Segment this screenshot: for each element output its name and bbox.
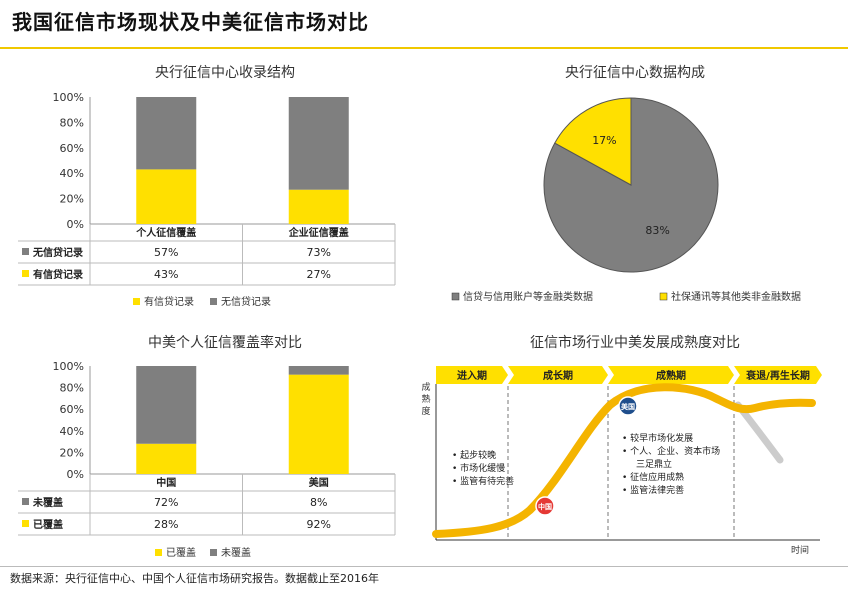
chart1-legend-swatch [210,298,217,305]
pie-legend-swatch [659,292,668,301]
chart1-table-cell: 27% [307,268,331,281]
stage-label: 成熟期 [656,369,686,382]
source-note: 数据来源：央行征信中心、中国个人征信市场研究报告。数据截止至2016年 [10,572,379,585]
chart1-ytick: 100% [53,91,84,104]
usa-note: • 个人、企业、资本市场 [622,445,720,457]
chart1-category-label: 企业征信覆盖 [288,226,349,239]
chart3-ytick: 60% [60,403,84,416]
chart1-table-cell: 57% [154,246,178,259]
chart3-legend-swatch [155,549,162,556]
chart1-ytick: 20% [60,193,84,206]
chart3-ytick: 100% [53,360,84,373]
pie-slice [554,97,632,186]
diagram-ylabel-char: 度 [421,405,430,417]
chart3-legend-label: 未覆盖 [221,546,251,559]
chart3-bar-top [136,366,197,444]
china-note: • 市场化缓慢 [452,462,505,474]
marker-label: 中国 [538,502,552,511]
stage-header [508,366,608,384]
usa-note-cont: 三足鼎立 [636,458,672,470]
chart3-category-label: 美国 [309,476,329,489]
pie-slice-label: 17% [592,134,616,147]
chart2-pie: 83% 17% 信贷与信用账户等金融类数据 社保通讯等其他类非金融数据 [451,97,801,303]
chart1-table-swatch [22,248,29,255]
diagram-xlabel: 时间 [791,544,809,556]
chart3-table-rowlabel: 未覆盖 [32,496,63,509]
stage-header [436,366,508,384]
chart4-title: 征信市场行业中美发展成熟度对比 [530,335,740,351]
chart1-ytick: 80% [60,116,84,129]
chart1-bar-top [136,97,197,170]
decline-curve [734,401,784,464]
usa-note: • 监管法律完善 [622,484,684,496]
chart3-table-swatch [22,498,29,505]
china-note: • 起步较晚 [452,449,496,461]
stage-label: 成长期 [543,369,573,382]
chart3-table-cell: 72% [154,496,178,509]
chart3-table-cell: 8% [310,496,327,509]
stage-header [608,366,734,384]
usa-note: • 征信应用成熟 [622,471,684,483]
stage-header [734,366,822,384]
chart3-category-label: 中国 [156,476,176,489]
source-rule [0,566,848,567]
chart1-table-rowlabel: 无信贷记录 [32,246,83,259]
diagram-ylabel-char: 熟 [421,393,430,405]
chart3-legend-swatch [210,549,217,556]
chart1-ytick: 40% [60,167,84,180]
chart1-legend-swatch [133,298,140,305]
chart3-title: 中美个人征信覆盖率对比 [148,335,302,351]
pie-legend-label: 社保通讯等其他类非金融数据 [671,290,801,303]
chart1-bar-bottom [136,169,197,224]
stage-label: 进入期 [457,369,487,382]
chart1-bar-bottom [288,189,349,224]
diagram-ylabel-char: 成 [421,381,430,393]
pie-slice-label: 83% [645,224,669,237]
page-title: 我国征信市场现状及中美征信市场对比 [12,10,369,34]
pie-legend-label: 信贷与信用账户等金融类数据 [463,290,593,303]
chart1-ytick: 60% [60,142,84,155]
chart1-ytick: 0% [67,218,84,231]
chart1-legend-label: 有信贷记录 [144,295,194,308]
chart1-category-label: 个人征信覆盖 [135,226,196,239]
chart3-table-swatch [22,520,29,527]
stage-label: 衰退/再生长期 [745,369,810,382]
chart3-ytick: 20% [60,446,84,459]
chart1-table-rowlabel: 有信贷记录 [33,268,83,281]
chart3-ytick: 0% [67,468,84,481]
chart2-title: 央行征信中心数据构成 [565,65,705,81]
chart1-table-cell: 43% [154,268,178,281]
chart3-bar-bottom [136,443,197,474]
chart3-table-rowlabel: 已覆盖 [33,518,63,531]
chart1-legend-label: 无信贷记录 [221,295,271,308]
chart3-ytick: 80% [60,382,84,395]
chart1-table-swatch [22,270,29,277]
chart3-bar-bottom [288,374,349,474]
chart1-bar-top [288,97,349,190]
pie-legend-swatch [451,292,460,301]
chart3-table-cell: 92% [307,518,331,531]
chart3-legend-label: 已覆盖 [166,546,196,559]
marker-china [535,496,555,516]
marker-label: 美国 [621,402,635,411]
title-rule [0,47,848,49]
marker-usa [618,396,638,416]
maturity-curve [432,383,816,538]
chart1-title: 央行征信中心收录结构 [155,65,295,81]
usa-note: • 较早市场化发展 [622,432,693,444]
chart3-bar-top [288,366,349,375]
chart3-ytick: 40% [60,425,84,438]
chart3-table-cell: 28% [154,518,178,531]
china-note: • 监管有待完善 [452,475,514,487]
chart1-table-cell: 73% [307,246,331,259]
